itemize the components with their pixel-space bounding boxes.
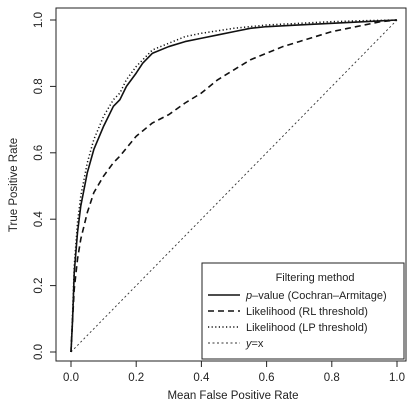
series-layer [70,19,398,353]
y-tick-label: 0.2 [33,278,45,294]
plot-frame [55,7,407,362]
x-tick-label: 0.6 [259,372,275,384]
y-tick-label: 0.6 [33,145,45,161]
y-tick-label: 1.0 [33,12,45,28]
series-line-dotted-fine [70,19,398,353]
x-tick-label: 0.8 [324,372,340,384]
x-tick-label: 0.4 [193,372,210,384]
legend-title: Filtering method [276,272,355,284]
y-axis-title: True Positive Rate [8,138,20,232]
x-axis: 0.0 0.2 0.4 0.6 0.8 1.0 [63,361,405,384]
x-tick-label: 1.0 [389,372,405,384]
series-line-dotted [70,19,398,353]
x-tick-label: 0.2 [128,372,144,384]
series-line-dashed [70,19,398,353]
x-axis-title: Mean False Positive Rate [167,390,298,402]
legend: Filtering method p–value (Cochran–Armita… [201,262,405,360]
legend-label: y=x [245,338,264,350]
legend-label: Likelihood (LP threshold) [246,322,367,334]
x-tick-label: 0.0 [63,372,79,384]
y-tick-label: 0.0 [33,344,45,360]
legend-label: p–value (Cochran–Armitage) [245,290,387,302]
legend-label: Likelihood (RL threshold) [246,306,368,318]
y-tick-label: 0.8 [33,78,45,94]
legend-entries: p–value (Cochran–Armitage) Likelihood (RL… [208,290,387,350]
y-axis: 0.0 0.2 0.4 0.6 0.8 1.0 [33,12,56,360]
series-line-solid [70,19,398,353]
y-tick-label: 0.4 [33,211,45,228]
